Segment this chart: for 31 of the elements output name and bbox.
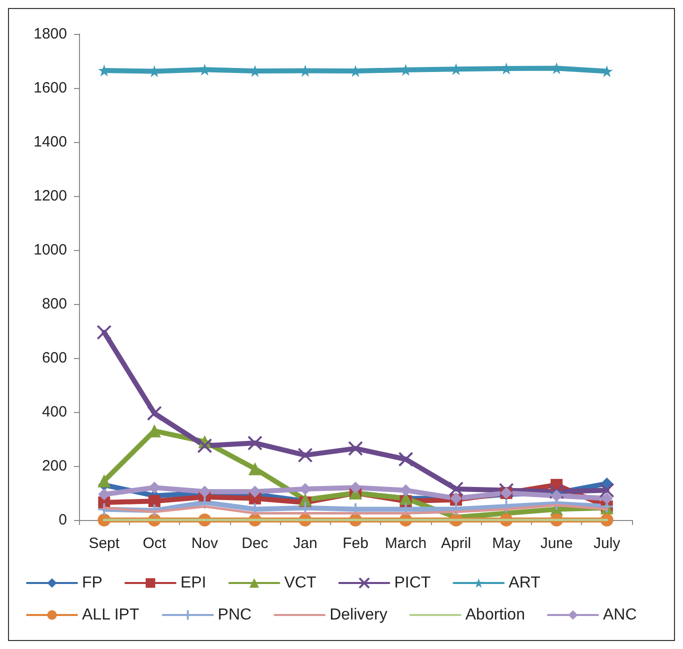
x-tick-label: May xyxy=(492,535,521,552)
y-tick-label: 0 xyxy=(58,512,67,528)
x-tick-label: Feb xyxy=(342,535,368,552)
y-tick-label: 1200 xyxy=(34,188,67,204)
y-tick-label: 1400 xyxy=(34,134,67,150)
x-tick-label: July xyxy=(594,535,621,552)
legend-label: ANC xyxy=(602,606,637,624)
x-tick-label: Oct xyxy=(142,535,167,552)
legend-label: EPI xyxy=(180,574,206,592)
y-tick-label: 1800 xyxy=(34,26,67,42)
x-tick-label: Dec xyxy=(242,535,269,552)
legend-label: Delivery xyxy=(330,606,388,624)
y-tick-label: 800 xyxy=(42,296,67,312)
y-tick-label: 600 xyxy=(42,350,67,366)
legend-label: ALL IPT xyxy=(82,606,140,624)
x-tick-label: March xyxy=(384,535,427,552)
y-tick-label: 400 xyxy=(42,404,67,420)
x-tick-label: June xyxy=(540,535,573,552)
legend-label: VCT xyxy=(284,574,316,592)
legend-label: PICT xyxy=(394,574,431,592)
y-tick-label: 1600 xyxy=(34,80,67,96)
legend-label: PNC xyxy=(218,606,252,624)
y-tick-label: 200 xyxy=(42,458,67,474)
y-tick-label: 1000 xyxy=(34,242,67,258)
legend-label: ART xyxy=(508,574,541,592)
x-tick-label: April xyxy=(441,535,472,552)
x-tick-label: Jan xyxy=(293,535,318,552)
x-tick-label: Nov xyxy=(191,535,219,552)
x-tick-label: Sept xyxy=(88,535,120,552)
legend-label: FP xyxy=(82,574,102,592)
legend-label: Abortion xyxy=(465,606,525,624)
